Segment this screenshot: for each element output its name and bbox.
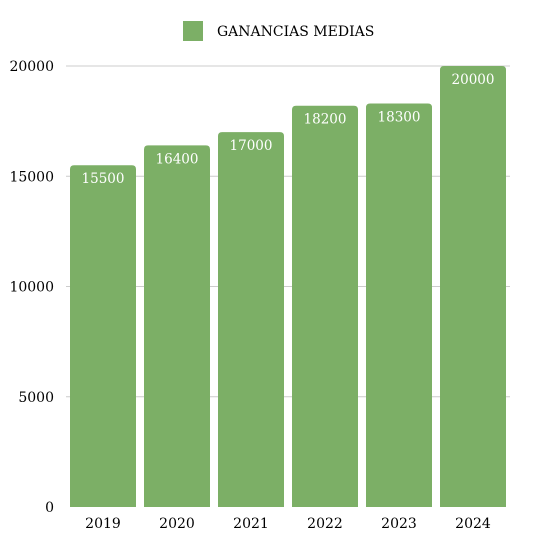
y-tick-label: 0	[45, 500, 54, 516]
x-tick-label-2023: 2023	[381, 516, 417, 532]
x-tick-label-2020: 2020	[159, 516, 195, 532]
data-label-2023: 18300	[378, 109, 421, 125]
y-tick-label: 5000	[18, 390, 54, 406]
data-label-2024: 20000	[452, 72, 495, 88]
legend-swatch	[183, 21, 203, 41]
y-tick-label: 15000	[9, 169, 54, 185]
bar-2024	[440, 66, 506, 507]
x-tick-label-2024: 2024	[455, 516, 491, 532]
data-label-2021: 17000	[230, 138, 273, 154]
legend-label: GANANCIAS MEDIAS	[217, 24, 374, 40]
bar-2023	[366, 103, 432, 508]
y-tick-label: 10000	[9, 280, 54, 296]
bar-2019	[70, 165, 136, 507]
bar-2020	[144, 145, 210, 507]
data-label-2019: 15500	[82, 171, 125, 187]
x-tick-label-2019: 2019	[85, 516, 121, 532]
x-axis: 2019 2020 2021 2022 2023 2024	[85, 516, 491, 532]
y-tick-label: 20000	[9, 59, 54, 75]
bars	[70, 66, 506, 508]
data-label-2020: 16400	[156, 151, 199, 167]
x-tick-label-2021: 2021	[233, 516, 269, 532]
data-label-2022: 18200	[304, 112, 347, 128]
y-axis: 0 5000 10000 15000 20000	[9, 59, 54, 516]
bar-2022	[292, 105, 358, 507]
x-tick-label-2022: 2022	[307, 516, 343, 532]
legend: GANANCIAS MEDIAS	[183, 21, 374, 41]
data-labels: 15500 16400 17000 18200 18300 20000	[82, 72, 495, 187]
bar-2021	[218, 132, 284, 507]
gridlines	[66, 65, 510, 398]
